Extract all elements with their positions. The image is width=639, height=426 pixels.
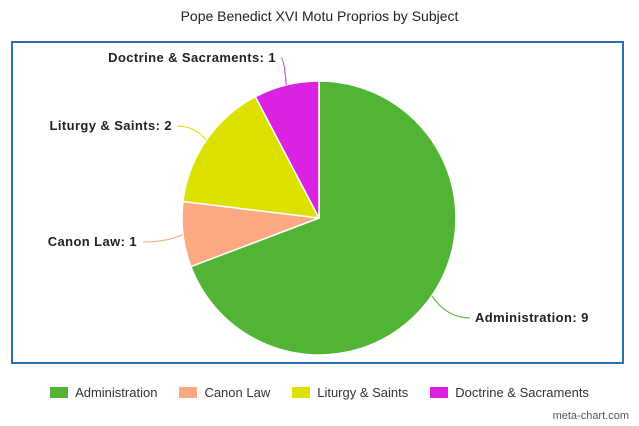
chart-title: Pope Benedict XVI Motu Proprios by Subje… [180, 8, 459, 24]
leader-line-canon-law [142, 234, 184, 243]
slice-label-canon-law: Canon Law: 1 [48, 234, 137, 249]
legend-item-administration[interactable]: Administration [50, 385, 157, 400]
leader-line-doctrine-sacraments [280, 57, 287, 86]
watermark: meta-chart.com [552, 410, 629, 422]
legend-label: Doctrine & Sacraments [455, 385, 589, 400]
slice-label-doctrine-sacraments: Doctrine & Sacraments: 1 [108, 50, 276, 65]
slice-label-administration: Administration: 9 [475, 310, 589, 325]
legend-item-canon-law[interactable]: Canon Law [179, 385, 270, 400]
legend: Administration Canon Law Liturgy & Saints D… [0, 385, 639, 400]
plot-frame [11, 41, 624, 364]
slice-label-liturgy-saints: Liturgy & Saints: 2 [50, 118, 172, 133]
legend-swatch [292, 387, 311, 398]
legend-swatch [179, 387, 198, 398]
legend-label: Liturgy & Saints [317, 385, 409, 400]
legend-label: Administration [75, 385, 158, 400]
legend-item-liturgy-saints[interactable]: Liturgy & Saints [292, 385, 408, 400]
leader-line-administration [431, 295, 471, 319]
legend-label: Canon Law [204, 385, 271, 400]
pie-slice-doctrine-sacraments [254, 80, 320, 219]
legend-swatch [430, 387, 449, 398]
leader-line-liturgy-saints [176, 125, 207, 141]
legend-swatch [50, 387, 69, 398]
legend-item-doctrine-sacraments[interactable]: Doctrine & Sacraments [430, 385, 589, 400]
